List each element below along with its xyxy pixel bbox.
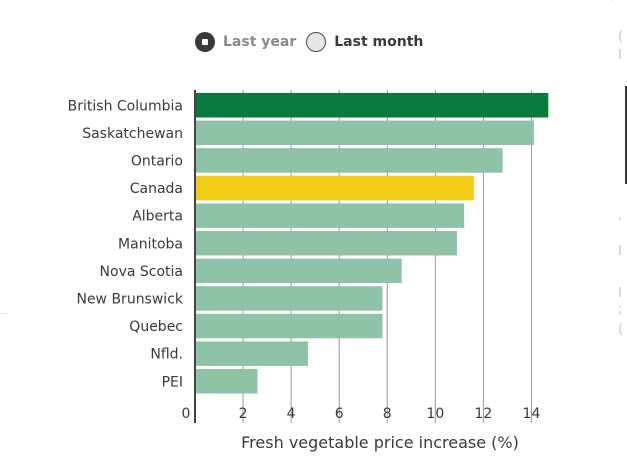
category-label: Ontario [131, 153, 183, 169]
bar [195, 203, 465, 228]
edge-glyph: I [618, 48, 622, 63]
x-tick-label: 12 [474, 406, 492, 422]
category-label: Quebec [129, 319, 183, 335]
category-label: British Columbia [68, 98, 183, 114]
bar [195, 258, 402, 284]
chart-widget: Last year Last month British Columbia Sas… [8, 2, 612, 460]
category-label: PEI [162, 374, 183, 390]
x-tick-label: 14 [523, 406, 541, 422]
category-label: Nfld. [150, 347, 183, 363]
bar [195, 175, 474, 201]
toggle-last-month[interactable]: Last month [306, 32, 423, 52]
category-label: Canada [130, 181, 183, 197]
bar [195, 313, 383, 339]
edge-glyph: I [618, 286, 622, 301]
toggle-last-month-label: Last month [334, 34, 424, 50]
x-axis-title: Fresh vegetable price increase (%) [241, 433, 519, 452]
x-tick-label: 4 [287, 406, 296, 422]
bar [195, 231, 457, 256]
bar [195, 286, 383, 311]
x-tick-label: 8 [383, 406, 392, 422]
edge-glyph: I [618, 244, 622, 259]
bar [195, 148, 503, 173]
category-label: Manitoba [118, 236, 183, 252]
edge-glyph: ' [618, 216, 622, 231]
edge-glyph: ( [618, 30, 624, 45]
toggle-last-year[interactable]: Last year [195, 32, 296, 52]
toggle-last-year-label: Last year [223, 34, 297, 50]
edge-rule [625, 86, 627, 184]
x-tick-label: 6 [335, 406, 344, 422]
bar [195, 369, 258, 394]
category-label: Alberta [132, 209, 183, 225]
bar [195, 341, 308, 366]
category-label: New Brunswick [76, 291, 183, 307]
radio-selected-icon[interactable] [195, 32, 215, 52]
radio-unselected-icon[interactable] [306, 32, 327, 52]
category-label: Nova Scotia [100, 264, 183, 280]
bar-chart: British Columbia Saskatchewan Ontario Canad… [68, 90, 549, 452]
edge-glyph: ; [618, 302, 623, 317]
edge-glyph: ( [618, 322, 624, 337]
period-toggle: Last year Last month [195, 28, 423, 56]
x-tick-label: 2 [239, 406, 248, 422]
bar [195, 120, 534, 146]
category-label: Saskatchewan [82, 126, 183, 142]
x-tick-label: 10 [426, 406, 444, 422]
x-tick-label: 0 [182, 406, 191, 422]
bar [195, 93, 549, 118]
